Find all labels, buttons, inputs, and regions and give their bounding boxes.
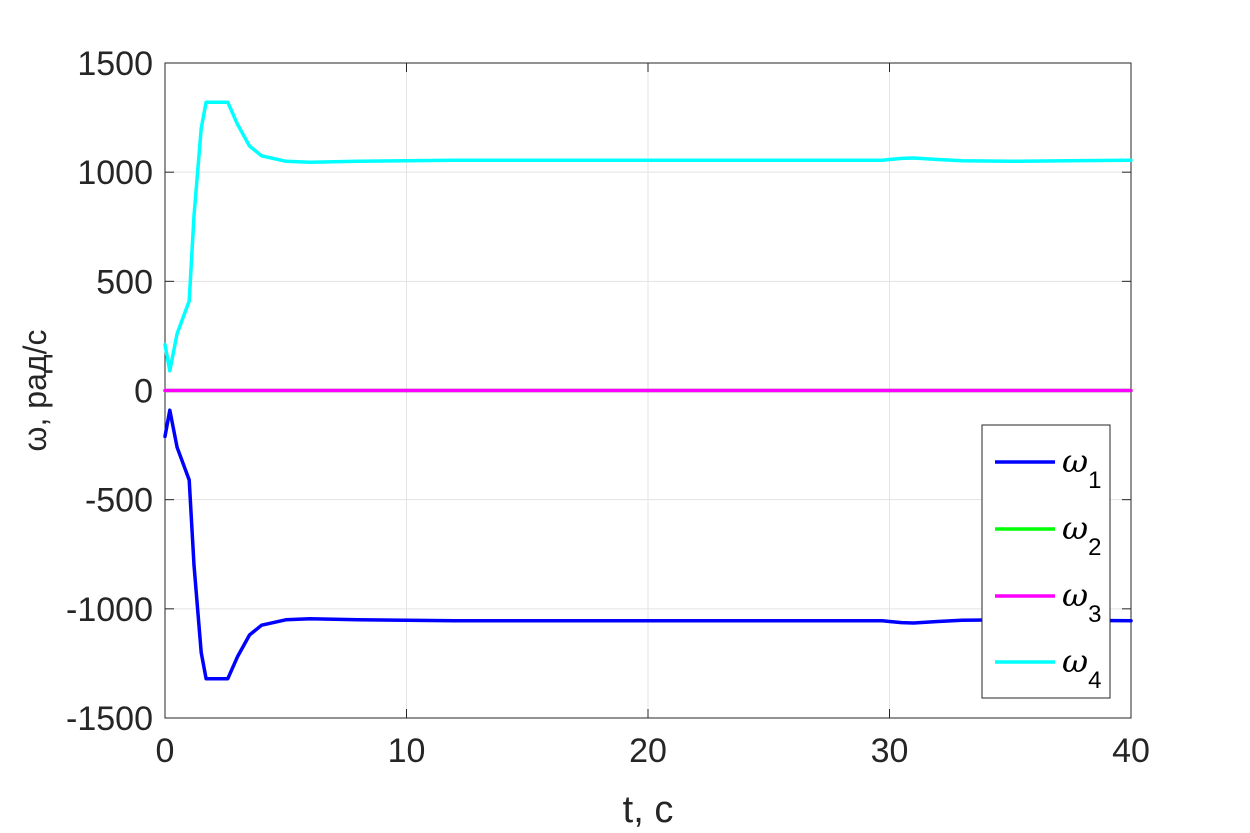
y-tick-label: 1000: [77, 154, 153, 192]
y-tick-label: 0: [134, 373, 153, 411]
series-layer: [163, 100, 1133, 681]
y-tick-label: -500: [85, 482, 153, 520]
y-tick-label: -1000: [66, 591, 153, 629]
legend-label-3: ω3: [1062, 576, 1101, 628]
legend-label-2: ω2: [1062, 509, 1101, 561]
x-tick-label: 40: [1112, 732, 1150, 770]
y-axis-label: ω, рад/с: [17, 330, 53, 452]
y-tick-label: 1500: [77, 45, 153, 83]
legend-label-4: ω4: [1062, 642, 1101, 694]
y-tick-label: 500: [96, 263, 153, 301]
legend-box: [981, 424, 1111, 699]
x-tick-label: 20: [629, 732, 667, 770]
legend-label-1: ω1: [1062, 442, 1101, 494]
series-line-1: [163, 408, 1133, 681]
axis-ticks: 0 10 20 30 40 -1500 -1000 -500 0 500 1000 1500: [66, 45, 1150, 770]
x-axis-label: t, с: [623, 789, 674, 831]
x-tick-label: 30: [871, 732, 909, 770]
x-tick-label: 10: [388, 732, 426, 770]
y-tick-label: -1500: [66, 700, 153, 738]
series-line-4: [163, 100, 1133, 373]
legend: ω1 ω2 ω3 ω4: [981, 424, 1111, 699]
x-tick-label: 0: [156, 732, 175, 770]
